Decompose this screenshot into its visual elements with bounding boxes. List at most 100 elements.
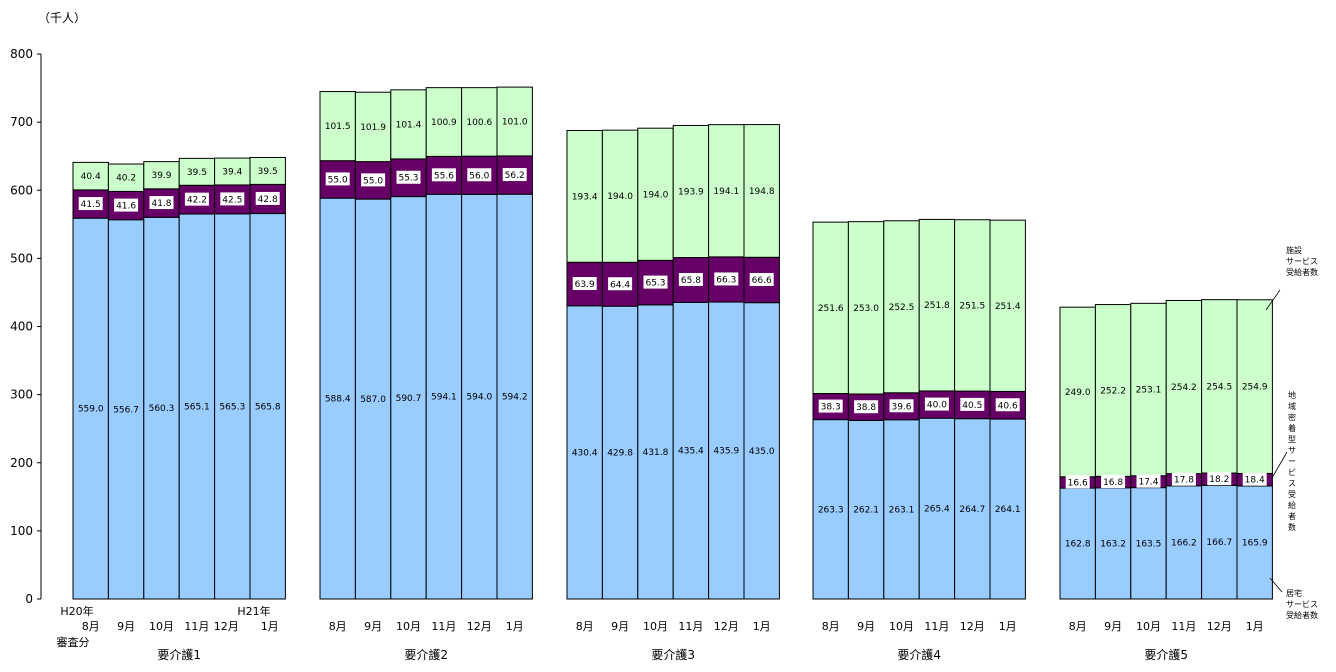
bar-segment-facility [989,219,1026,392]
data-label-home: 559.0 [78,405,104,415]
bar-segment-home [954,418,991,600]
data-label-home: 430.4 [572,448,598,458]
data-label-community: 56.2 [505,171,525,181]
bar-segment-facility [812,221,849,395]
data-label-home: 263.3 [818,505,844,515]
data-label-facility: 101.9 [360,123,386,133]
data-label-community: 40.5 [962,401,982,411]
bar-segment-home [496,193,533,600]
legend-facility-leader [1265,289,1281,311]
bar-segment-facility [918,218,956,392]
legend-community-char: 地 [1288,390,1296,400]
data-label-box-community [643,275,668,289]
data-label-community: 41.5 [81,200,101,210]
legend-community-char: ー [1288,457,1296,466]
data-label-community: 41.8 [151,199,171,209]
legend-community-char: ス [1288,479,1296,488]
data-label-facility: 194.0 [643,190,669,200]
x-tick-label-month: 10月 [1136,620,1161,633]
data-label-community: 42.2 [187,196,207,206]
bar-segment-facility [883,220,920,394]
bar-segment-home [461,193,498,600]
data-label-home: 162.8 [1065,540,1091,550]
data-label-box-community [889,399,914,413]
bar-segment-facility [107,163,145,192]
data-label-community: 55.0 [328,175,348,185]
bar-segment-home [390,196,427,600]
x-tick-label-month: 12月 [214,620,239,633]
data-label-facility: 100.9 [431,118,457,128]
data-label-box-community [678,272,703,286]
bar-segment-facility [72,161,109,191]
x-tick-label-month: 8月 [1069,620,1087,633]
data-label-box-community [818,399,843,413]
data-label-facility: 253.1 [1136,386,1162,396]
data-label-community: 18.2 [1209,475,1229,485]
data-label-community: 38.8 [856,403,876,413]
x-tick-label-month: 10月 [149,620,174,633]
data-label-community: 41.6 [116,202,136,212]
data-label-facility: 254.2 [1171,383,1197,393]
legend-home-text: サービス [1286,600,1318,609]
data-label-home: 594.1 [431,393,457,403]
x-tick-label-month: 1月 [506,620,524,633]
note-label: 審査分 [57,635,90,649]
x-tick-label-month: 1月 [1246,620,1264,633]
data-label-box-community [396,170,421,184]
data-label-facility: 194.1 [713,187,739,197]
data-label-home: 435.4 [678,447,704,457]
bar-segment-home [143,216,180,600]
data-label-box-community [255,191,280,205]
x-tick-label-month: 8月 [822,620,840,633]
data-label-facility: 252.2 [1100,386,1126,396]
data-label-home: 263.1 [889,505,915,515]
data-label-box-community [1065,475,1090,489]
bar-segment-home [249,213,286,600]
bar-segment-facility [1059,306,1096,478]
data-label-facility: 254.9 [1242,383,1268,393]
year-label-end: H21年 [237,604,270,618]
x-tick-label-month: 8月 [576,620,594,633]
legend-community-char: 受 [1288,489,1296,499]
legend-facility-text: 施設 [1286,245,1302,255]
x-tick-label-month: 12月 [714,620,739,633]
bar-segment-home [637,304,674,600]
x-tick-label-month: 10月 [396,620,421,633]
data-label-home: 264.7 [959,505,985,515]
data-label-home: 262.1 [853,506,879,516]
bar-segment-home [1236,485,1273,600]
data-label-box-community [608,277,633,291]
bar-segment-home [319,197,356,600]
x-tick-label-month: 1月 [261,620,279,633]
data-label-community: 40.0 [927,401,947,411]
data-label-box-community [149,196,174,210]
group-label: 要介護2 [404,647,448,662]
data-label-home: 435.9 [713,447,739,457]
bar-segment-facility [637,127,674,261]
data-label-box-community [467,168,492,182]
x-tick-label-month: 9月 [117,620,135,633]
data-label-facility: 193.4 [572,192,598,202]
bar-segment-home [1130,487,1167,600]
data-label-home: 594.2 [502,393,528,403]
data-label-facility: 40.2 [116,174,136,184]
data-label-facility: 194.0 [607,192,633,202]
legend-home-leader [1269,577,1283,593]
data-label-box-community [361,173,386,187]
data-label-home: 594.0 [466,393,492,403]
y-tick-label: 700 [10,115,33,129]
data-label-home: 429.8 [607,449,633,459]
legend-home-text: 受給者数 [1286,610,1318,620]
x-tick-label-month: 11月 [184,620,209,633]
bar-segment-facility [354,91,392,163]
legend-community-char: ビ [1288,468,1296,477]
x-tick-label-month: 10月 [889,620,914,633]
x-tick-label-month: 9月 [611,620,629,633]
y-tick-label: 200 [10,456,33,470]
legend-community-char: サ [1288,446,1296,455]
data-label-home: 560.3 [149,404,175,414]
x-tick-label-month: 1月 [753,620,771,633]
data-label-home: 590.7 [396,394,422,404]
data-label-facility: 253.0 [853,304,879,314]
